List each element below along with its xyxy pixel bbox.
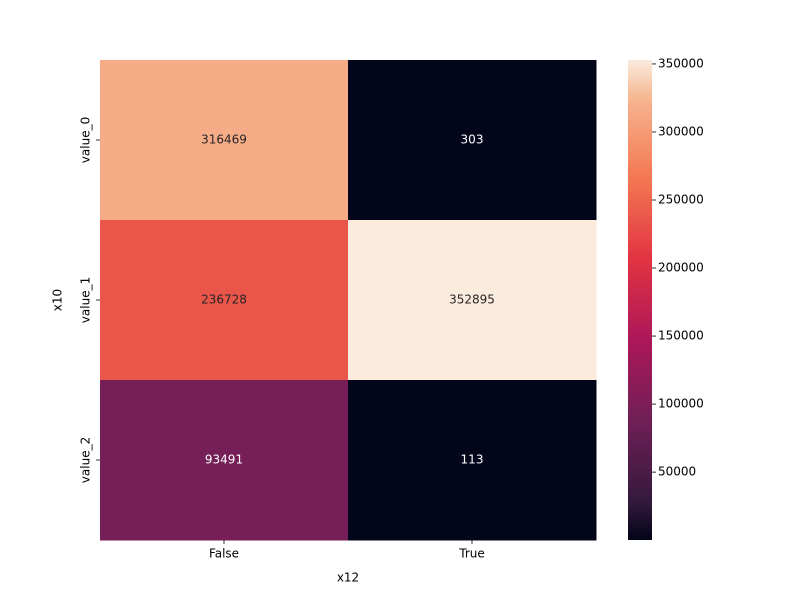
y-tick-label: value_0 xyxy=(79,117,93,163)
heatmap-cell xyxy=(348,60,597,221)
x-tick-label: True xyxy=(458,547,485,561)
colorbar-tick-label: 250000 xyxy=(658,193,704,207)
y-tick-label: value_2 xyxy=(79,437,93,483)
colorbar xyxy=(628,60,652,540)
colorbar-tick-label: 150000 xyxy=(658,329,704,343)
colorbar-tick-label: 50000 xyxy=(658,465,696,479)
cell-label: 352895 xyxy=(449,293,495,307)
colorbar-tick-label: 200000 xyxy=(658,261,704,275)
colorbar-tick-label: 350000 xyxy=(658,56,704,70)
y-tick-label: value_1 xyxy=(79,277,93,323)
heatmap-cell xyxy=(348,220,597,381)
cell-label: 303 xyxy=(461,133,484,147)
cell-label: 93491 xyxy=(205,453,243,467)
cell-label: 236728 xyxy=(201,293,247,307)
cell-label: 316469 xyxy=(201,133,247,147)
y-axis-label: x10 xyxy=(51,289,65,311)
x-axis-label: x12 xyxy=(337,571,359,585)
heatmap-cell xyxy=(100,380,349,541)
colorbar-tick-label: 100000 xyxy=(658,397,704,411)
heatmap-cell xyxy=(100,60,349,221)
colorbar-tick-label: 300000 xyxy=(658,124,704,138)
cell-label: 113 xyxy=(461,453,484,467)
heatmap-cell xyxy=(348,380,597,541)
heatmap-cell xyxy=(100,220,349,381)
x-tick-label: False xyxy=(209,547,239,561)
